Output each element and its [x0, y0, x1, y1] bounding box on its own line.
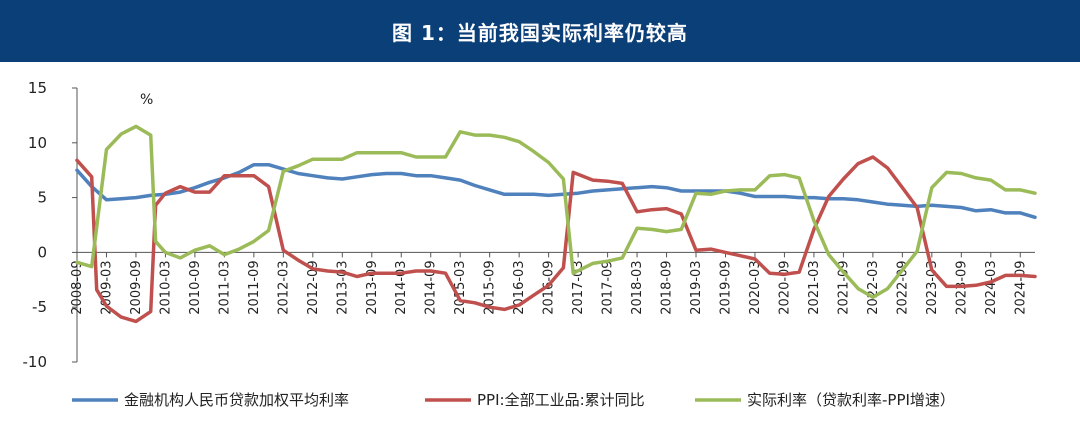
x-tick-label: 2013-03	[335, 260, 350, 314]
x-tick-label: 2021-03	[807, 260, 822, 314]
y-tick-label: 15	[28, 79, 47, 97]
legend-label-2: PPI:全部工业品:累计同比	[477, 391, 645, 409]
x-tick-label: 2019-03	[689, 260, 704, 314]
y-tick-label: 5	[37, 189, 47, 207]
x-tick-label: 2008-09	[70, 260, 85, 314]
unit-label: %	[140, 92, 153, 108]
legend-label-1: 金融机构人民币贷款加权平均利率	[124, 391, 349, 409]
x-tick-label: 2020-03	[748, 260, 763, 314]
x-tick-label: 2012-03	[276, 260, 291, 314]
x-tick-label: 2019-09	[718, 260, 733, 314]
legend: 金融机构人民币贷款加权平均利率 PPI:全部工业品:累计同比 实际利率（贷款利率-P…	[72, 391, 955, 409]
x-tick-label: 2012-09	[306, 260, 321, 314]
x-tick-label: 2011-09	[247, 260, 262, 314]
x-tick-label: 2011-03	[217, 260, 232, 314]
y-tick-label: -5	[32, 298, 47, 316]
series-line-3	[75, 124, 1037, 300]
x-tick-label: 2021-09	[836, 260, 851, 314]
chart-title: 图 1：当前我国实际利率仍较高	[0, 0, 1080, 62]
x-tick-label: 2024-09	[1013, 260, 1028, 314]
x-tick-label: 2016-09	[542, 260, 557, 314]
x-tick-label: 2015-03	[453, 260, 468, 314]
x-tick-label: 2018-09	[660, 260, 675, 314]
x-tick-label: 2024-03	[984, 260, 999, 314]
x-tick-label: 2015-09	[483, 260, 498, 314]
y-tick-label: 0	[37, 243, 47, 261]
y-axis: -10 -5 0 5 10 15	[23, 79, 78, 371]
x-tick-label: 2017-09	[601, 260, 616, 314]
y-tick-label: 10	[28, 134, 47, 152]
x-tick-label: 2020-09	[777, 260, 792, 314]
legend-label-3: 实际利率（贷款利率-PPI增速）	[747, 391, 955, 409]
x-tick-label: 2022-03	[866, 260, 881, 314]
x-tick-label: 2018-03	[630, 260, 645, 314]
x-tick-label: 2014-03	[394, 260, 409, 314]
series-line-2	[75, 155, 1037, 324]
x-tick-label: 2010-09	[188, 260, 203, 314]
x-tick-label: 2009-09	[129, 260, 144, 314]
series-line-1	[75, 162, 1037, 220]
y-tick-label: -10	[23, 353, 48, 371]
series-layer	[75, 124, 1037, 324]
x-tick-label: 2014-09	[424, 260, 439, 314]
x-tick-label: 2010-03	[158, 260, 173, 314]
x-tick-label: 2013-09	[365, 260, 380, 314]
